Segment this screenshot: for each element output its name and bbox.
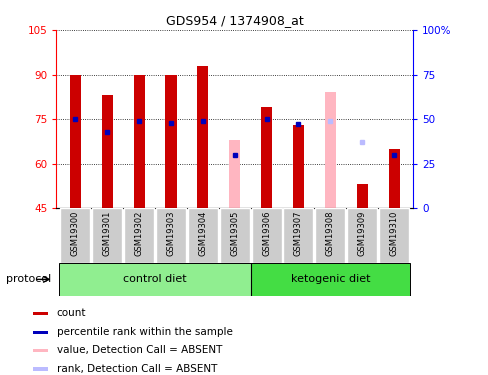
Bar <box>133 75 144 208</box>
Bar <box>346 208 376 262</box>
Text: GSM19304: GSM19304 <box>198 211 207 256</box>
Bar <box>33 368 47 370</box>
Text: GSM19305: GSM19305 <box>230 211 239 256</box>
Bar <box>324 92 335 208</box>
Bar <box>197 66 208 208</box>
Bar <box>292 125 304 208</box>
Bar <box>315 208 345 262</box>
Bar <box>33 349 47 352</box>
Bar <box>387 149 399 208</box>
Bar <box>250 262 409 296</box>
Text: rank, Detection Call = ABSENT: rank, Detection Call = ABSENT <box>57 364 217 374</box>
Text: control diet: control diet <box>123 274 186 284</box>
Bar <box>356 184 367 208</box>
Text: GSM19308: GSM19308 <box>325 211 334 256</box>
Bar <box>187 208 217 262</box>
Bar <box>102 95 113 208</box>
Bar <box>156 208 185 262</box>
Text: GSM19306: GSM19306 <box>262 211 270 256</box>
Bar <box>219 208 249 262</box>
Bar <box>124 208 154 262</box>
Bar <box>92 208 122 262</box>
Text: GSM19300: GSM19300 <box>71 211 80 256</box>
Bar <box>229 140 240 208</box>
Title: GDS954 / 1374908_at: GDS954 / 1374908_at <box>165 15 303 27</box>
Bar <box>33 312 47 315</box>
Bar <box>165 75 176 208</box>
Text: count: count <box>57 309 86 318</box>
Bar <box>251 208 281 262</box>
Bar <box>283 208 313 262</box>
Bar <box>70 75 81 208</box>
Bar <box>60 208 90 262</box>
Text: percentile rank within the sample: percentile rank within the sample <box>57 327 232 337</box>
Text: GSM19307: GSM19307 <box>293 211 303 256</box>
Bar <box>378 208 408 262</box>
Text: value, Detection Call = ABSENT: value, Detection Call = ABSENT <box>57 345 222 355</box>
Text: GSM19309: GSM19309 <box>357 211 366 256</box>
Text: GSM19303: GSM19303 <box>166 211 175 256</box>
Bar <box>60 262 250 296</box>
Text: GSM19302: GSM19302 <box>134 211 143 256</box>
Text: protocol: protocol <box>6 274 51 284</box>
Bar <box>33 331 47 334</box>
Text: GSM19310: GSM19310 <box>389 211 398 256</box>
Bar <box>261 107 272 208</box>
Text: GSM19301: GSM19301 <box>102 211 111 256</box>
Text: ketogenic diet: ketogenic diet <box>290 274 369 284</box>
